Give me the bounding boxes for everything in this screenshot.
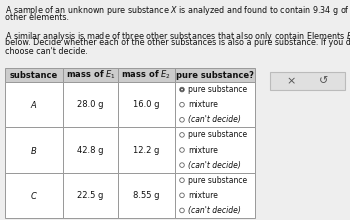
- Bar: [63, 173, 118, 218]
- Text: (can't decide): (can't decide): [188, 206, 241, 215]
- Text: mixture: mixture: [188, 191, 218, 200]
- Circle shape: [180, 193, 184, 198]
- Text: ×: ×: [286, 76, 296, 86]
- Bar: [118, 82, 175, 127]
- Text: pure substance?: pure substance?: [176, 70, 254, 79]
- Bar: [5, 68, 63, 82]
- Circle shape: [180, 87, 184, 92]
- Bar: [5, 82, 63, 127]
- Bar: [118, 173, 175, 218]
- Text: (can't decide): (can't decide): [188, 161, 241, 170]
- Bar: [118, 127, 175, 173]
- Text: mass of $E_1$: mass of $E_1$: [65, 69, 116, 81]
- Bar: [270, 72, 345, 90]
- Bar: [63, 127, 118, 173]
- Bar: [118, 68, 175, 82]
- Text: ↺: ↺: [319, 76, 329, 86]
- Text: pure substance: pure substance: [188, 176, 247, 185]
- Text: A similar analysis is made of three other substances that also only contain Elem: A similar analysis is made of three othe…: [5, 29, 350, 42]
- Text: (can't decide): (can't decide): [188, 115, 241, 124]
- Circle shape: [180, 178, 184, 183]
- Text: 16.0 g: 16.0 g: [133, 100, 160, 109]
- Bar: [63, 68, 118, 82]
- Circle shape: [180, 117, 184, 122]
- Text: mixture: mixture: [188, 145, 218, 154]
- Circle shape: [181, 89, 183, 90]
- Text: $C$: $C$: [30, 190, 38, 201]
- Circle shape: [180, 163, 184, 167]
- Bar: [175, 68, 255, 82]
- Circle shape: [180, 102, 184, 107]
- Text: 22.5 g: 22.5 g: [77, 191, 104, 200]
- Text: 12.2 g: 12.2 g: [133, 145, 160, 154]
- Bar: [175, 82, 255, 127]
- Text: pure substance: pure substance: [188, 130, 247, 139]
- Text: $B$: $B$: [30, 145, 37, 156]
- Text: 28.0 g: 28.0 g: [77, 100, 104, 109]
- Bar: [5, 127, 63, 173]
- Text: A sample of an unknown pure substance $X$ is analyzed and found to contain 9.34 : A sample of an unknown pure substance $X…: [5, 4, 350, 17]
- Text: choose can't decide.: choose can't decide.: [5, 46, 88, 55]
- Bar: [5, 173, 63, 218]
- Bar: [63, 82, 118, 127]
- Text: $A$: $A$: [30, 99, 38, 110]
- Text: substance: substance: [10, 70, 58, 79]
- Text: 42.8 g: 42.8 g: [77, 145, 104, 154]
- Circle shape: [180, 133, 184, 137]
- Bar: [175, 127, 255, 173]
- Text: 8.55 g: 8.55 g: [133, 191, 160, 200]
- Text: pure substance: pure substance: [188, 85, 247, 94]
- Text: mass of $E_2$: mass of $E_2$: [121, 69, 172, 81]
- Circle shape: [180, 208, 184, 213]
- Text: below. Decide whether each of the other substances is also a pure substance. If : below. Decide whether each of the other …: [5, 38, 350, 47]
- Text: other elements.: other elements.: [5, 13, 69, 22]
- Bar: [175, 173, 255, 218]
- Circle shape: [180, 148, 184, 152]
- Text: mixture: mixture: [188, 100, 218, 109]
